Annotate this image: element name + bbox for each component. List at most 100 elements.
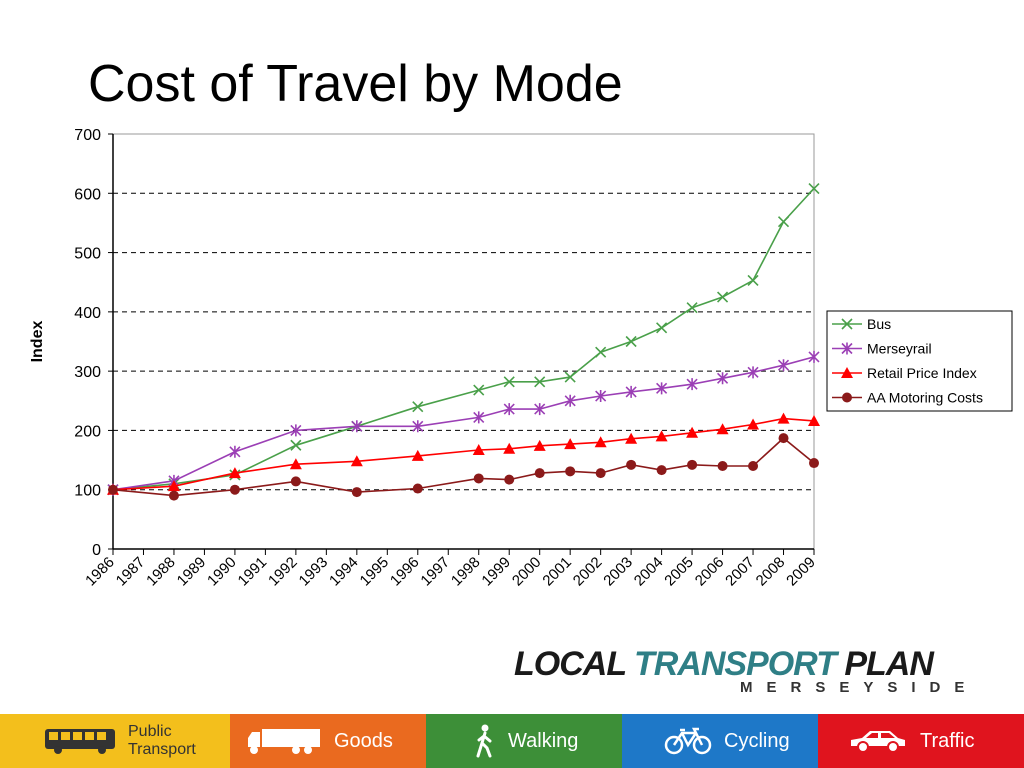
footer-public-transport: Public Transport [0, 714, 230, 768]
data-point-bus [412, 401, 424, 413]
data-point-aa-motoring-costs [534, 468, 545, 479]
data-point-bus [564, 371, 576, 383]
data-point-merseyrail [656, 382, 668, 395]
x-tick-label: 2002 [570, 554, 606, 590]
x-tick-label: 1986 [82, 554, 118, 590]
data-point-merseyrail [686, 378, 698, 391]
data-point-aa-motoring-costs [656, 465, 667, 476]
y-tick-label: 300 [74, 364, 101, 381]
x-tick-label: 1991 [235, 554, 271, 590]
data-point-merseyrail [716, 372, 729, 385]
footer-banner: Public Transport Goods Walking [0, 714, 1024, 768]
y-tick-label: 0 [92, 542, 101, 559]
x-tick-label: 2007 [722, 554, 758, 590]
series-line-aa-motoring-costs [112, 437, 815, 497]
data-point-bus [656, 322, 668, 334]
x-tick-label: 1989 [174, 554, 210, 590]
truck-icon [246, 726, 322, 756]
x-tick-label: 2004 [631, 554, 667, 590]
data-point-merseyrail [229, 445, 241, 458]
walking-label: Walking [508, 729, 579, 752]
data-point-merseyrail [777, 359, 790, 372]
legend-label-merseyrail: Merseyrail [867, 341, 932, 357]
x-tick-label: 2003 [600, 554, 636, 590]
data-point-retail-price-index [594, 436, 607, 448]
legend-marker-bus [841, 318, 853, 330]
data-point-aa-motoring-costs [748, 461, 759, 471]
data-point-retail-price-index [167, 480, 180, 492]
y-tick-label: 600 [74, 186, 101, 203]
slide-title: Cost of Travel by Mode [88, 55, 623, 113]
data-point-aa-motoring-costs [595, 468, 606, 479]
y-tick-label: 200 [74, 423, 101, 440]
data-point-retail-price-index [228, 467, 241, 479]
data-point-retail-price-index [655, 430, 668, 442]
series-line-bus [112, 187, 815, 491]
data-point-merseyrail [564, 394, 576, 407]
series-line-merseyrail [112, 356, 815, 491]
data-point-aa-motoring-costs [504, 474, 515, 485]
data-point-bus [534, 376, 546, 388]
footer-traffic: Traffic [818, 714, 1024, 768]
data-point-retail-price-index [350, 455, 363, 467]
data-point-retail-price-index [564, 438, 577, 450]
x-tick-label: 1987 [113, 554, 149, 590]
legend-label-retail-price-index: Retail Price Index [867, 365, 977, 381]
legend-label-bus: Bus [867, 316, 891, 332]
data-point-bus [625, 335, 637, 348]
cycling-label: Cycling [724, 729, 790, 752]
x-tick-label: 1999 [478, 554, 514, 590]
legend [826, 310, 1013, 412]
data-point-retail-price-index [625, 432, 638, 444]
data-point-bus [595, 346, 607, 358]
data-point-retail-price-index [686, 426, 699, 438]
y-tick-label: 100 [74, 483, 101, 500]
x-tick-label: 1996 [387, 554, 423, 590]
logo-word-local: LOCAL [514, 645, 634, 683]
data-point-bus [686, 302, 698, 314]
legend-label-aa-motoring-costs: AA Motoring Costs [867, 390, 983, 406]
x-tick-label: 1998 [448, 554, 484, 590]
footer-cycling: Cycling [622, 714, 818, 768]
data-point-bus [503, 376, 515, 388]
data-point-retail-price-index [472, 443, 485, 455]
x-tick-label: 1990 [204, 554, 240, 590]
data-point-bus [473, 384, 485, 396]
data-point-merseyrail [412, 420, 424, 433]
data-point-aa-motoring-costs [565, 466, 576, 477]
plot-area [112, 133, 815, 550]
data-point-aa-motoring-costs [626, 459, 637, 470]
data-point-aa-motoring-costs [351, 487, 362, 498]
data-point-aa-motoring-costs [778, 433, 789, 444]
data-point-aa-motoring-costs [412, 483, 423, 494]
legend-marker-merseyrail [841, 342, 853, 355]
bus-icon [44, 727, 116, 755]
data-point-aa-motoring-costs [473, 473, 484, 484]
series-line-retail-price-index [112, 417, 815, 491]
data-point-aa-motoring-costs [809, 458, 819, 469]
data-point-aa-motoring-costs [717, 461, 728, 471]
y-tick-label: 500 [74, 246, 101, 263]
x-tick-label: 1995 [357, 554, 393, 590]
logo-subtitle: MERSEYSIDE [740, 679, 979, 696]
legend-marker-retail-price-index [841, 367, 853, 378]
x-tick-label: 2000 [509, 554, 545, 590]
y-axis-label: Index [29, 321, 46, 363]
data-point-retail-price-index [533, 439, 546, 451]
data-point-aa-motoring-costs [687, 459, 698, 470]
data-point-merseyrail [503, 403, 515, 416]
data-point-merseyrail [747, 366, 759, 379]
data-point-bus [290, 439, 302, 451]
x-tick-label: 1997 [417, 554, 453, 590]
x-tick-label: 1988 [143, 554, 179, 590]
data-point-bus [808, 182, 820, 195]
data-point-aa-motoring-costs [290, 476, 301, 487]
x-tick-label: 1993 [296, 554, 332, 590]
data-point-aa-motoring-costs [229, 484, 240, 495]
logo-word-plan: PLAN [835, 645, 934, 683]
local-transport-plan-logo: LOCAL TRANSPORT PLAN MERSEYSIDE [514, 645, 984, 696]
public-transport-label-line1: Public [128, 723, 172, 740]
bicycle-icon [664, 727, 712, 755]
data-point-retail-price-index [411, 449, 424, 461]
data-point-retail-price-index [503, 442, 516, 454]
